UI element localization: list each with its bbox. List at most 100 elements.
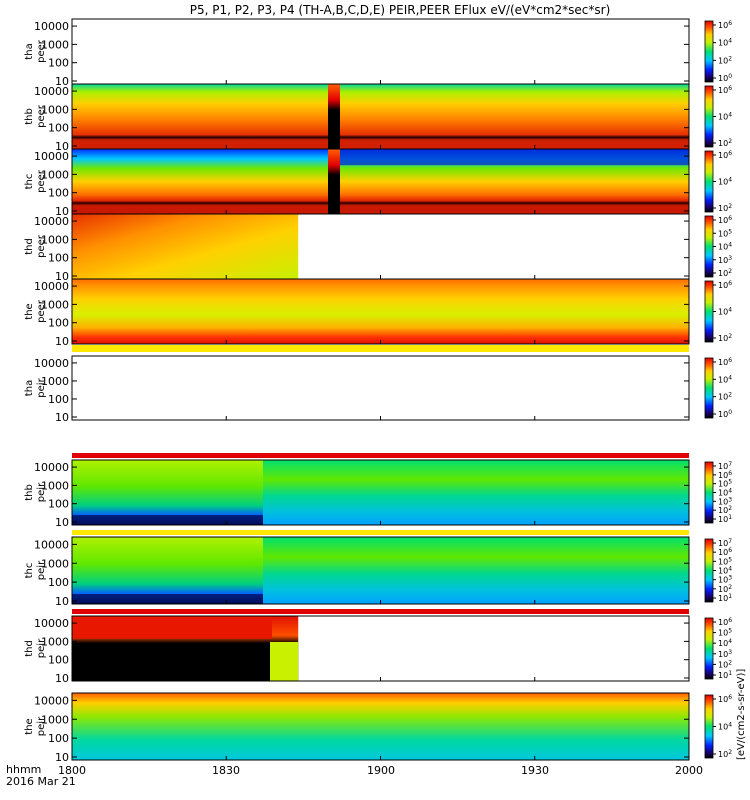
spectrogram-panel: 10 100 1000 10000 thb peer 106 104 102 [24, 83, 732, 153]
x-axis-format-label: hhmm [6, 763, 41, 776]
y-tick-label: 100 [48, 393, 69, 406]
colorbar-unit-label: [eV/(cm2-s-sr-eV)] [736, 669, 747, 760]
spectrogram-data [72, 693, 689, 760]
y-tick-label: 1000 [41, 103, 69, 116]
panel-species-label: peer [36, 39, 47, 63]
colorbar-tick-label: 106 [718, 215, 732, 225]
panel-probe-label: thb [24, 108, 35, 125]
colorbar [704, 357, 714, 419]
y-tick-label: 100 [48, 317, 69, 330]
colorbar-tick-label: 104 [718, 38, 732, 48]
spectrogram-data [72, 214, 299, 279]
panel-species-label: peir [36, 377, 47, 397]
panel-species-label: peir [36, 560, 47, 580]
y-tick-label: 10000 [34, 461, 69, 474]
colorbar-tick-label: 105 [718, 628, 732, 638]
colorbar [704, 150, 714, 213]
spectrogram-panel: 10 100 1000 10000 the peir 106 104 102 [24, 692, 732, 764]
colorbar-tick-label: 101 [718, 670, 732, 680]
y-tick-label: 10 [55, 595, 69, 608]
spectrogram-panel: 10 100 1000 10000 thb peir 1071061051041031021… [24, 453, 732, 529]
colorbar-tick-label: 102 [718, 505, 732, 515]
spectrogram-panel: 10 100 1000 10000 tha peir 106 104 102 100 [24, 345, 732, 424]
colorbar-tick-label: 100 [718, 409, 732, 419]
mid-flux-region [270, 642, 299, 681]
colorbar [704, 461, 714, 524]
y-tick-label: 100 [48, 498, 69, 511]
y-tick-label: 1000 [41, 298, 69, 311]
colorbar-tick-label: 105 [718, 228, 732, 238]
colorbar-tick-label: 107 [718, 538, 732, 548]
colorbar-tick-label: 106 [718, 150, 732, 160]
y-tick-label: 10 [55, 411, 69, 424]
y-tick-label: 10000 [34, 617, 69, 630]
panel-frame [71, 18, 690, 85]
spectrogram-panel: 10 100 1000 10000 thc peer 106 104 102 [24, 148, 732, 218]
y-tick-label: 100 [48, 122, 69, 135]
colorbar-tick-label: 106 [718, 617, 732, 627]
spectrogram-panel: 10 100 1000 10000 thc peir 1071061051041031021… [24, 530, 732, 608]
y-tick-label: 10000 [34, 20, 69, 33]
colorbar-tick-label: 104 [718, 488, 732, 498]
status-bar [72, 453, 689, 458]
y-tick-label: 1000 [41, 168, 69, 181]
colorbar-tick-label: 107 [718, 461, 732, 471]
y-tick-label: 10 [55, 270, 69, 283]
y-tick-label: 10 [55, 672, 69, 685]
data-gap-spike [328, 84, 340, 149]
colorbar-tick-label: 105 [718, 556, 732, 566]
x-tick-label: 1830 [212, 764, 240, 777]
y-tick-label: 10000 [34, 215, 69, 228]
y-tick-label: 10 [55, 751, 69, 764]
y-tick-label: 100 [48, 252, 69, 265]
colorbar-tick-label: 102 [718, 392, 732, 402]
spectrogram-data [72, 84, 689, 149]
panel-species-label: peer [36, 169, 47, 193]
colorbar-tick-label: 103 [718, 496, 732, 506]
spectrogram-panel: 10 100 1000 10000 the peer 106 104 102 [24, 278, 732, 352]
colorbar [704, 694, 714, 759]
colorbar-tick-label: 102 [718, 749, 732, 759]
colorbar-tick-label: 103 [718, 255, 732, 265]
x-tick-labels: 1800 1830 1900 1930 2000 [58, 764, 703, 777]
panel-probe-label: thd [24, 640, 35, 657]
panel-probe-label: thd [24, 238, 35, 255]
panel-species-label: peir [36, 638, 47, 658]
y-tick-label: 10 [55, 335, 69, 348]
colorbar-tick-label: 103 [718, 649, 732, 659]
colorbar-tick-label: 102 [718, 138, 732, 148]
y-tick-label: 10000 [34, 280, 69, 293]
colorbar [704, 85, 714, 148]
y-tick-label: 100 [48, 732, 69, 745]
panel-species-label: peir [36, 482, 47, 502]
low-energy-noise [72, 515, 263, 523]
x-tick-label: 1800 [58, 764, 86, 777]
status-bar [72, 530, 689, 535]
panel-probe-label: thb [24, 484, 35, 501]
colorbar-tick-label: 102 [718, 584, 732, 594]
y-tick-label: 10000 [34, 85, 69, 98]
y-tick-label: 100 [48, 654, 69, 667]
panel-frame [71, 355, 690, 421]
y-tick-label: 100 [48, 187, 69, 200]
panel-species-label: peir [36, 716, 47, 736]
colorbar [704, 617, 714, 680]
y-tick-label: 1000 [41, 713, 69, 726]
x-tick-label: 1930 [521, 764, 549, 777]
y-tick-label: 10 [55, 516, 69, 529]
panel-probe-label: thc [24, 174, 35, 190]
colorbar [704, 538, 714, 603]
panel-probe-label: the [24, 303, 35, 319]
y-tick-label: 100 [48, 57, 69, 70]
colorbar-tick-label: 106 [718, 694, 732, 704]
x-tick-label: 2000 [675, 764, 703, 777]
colorbar-tick-label: 103 [718, 575, 732, 585]
colorbar-tick-label: 106 [718, 85, 732, 95]
colorbar [704, 280, 714, 343]
y-tick-label: 1000 [41, 233, 69, 246]
colorbar-tick-label: 106 [718, 357, 732, 367]
colorbar-tick-label: 104 [718, 374, 732, 384]
colorbar-tick-label: 106 [718, 280, 732, 290]
